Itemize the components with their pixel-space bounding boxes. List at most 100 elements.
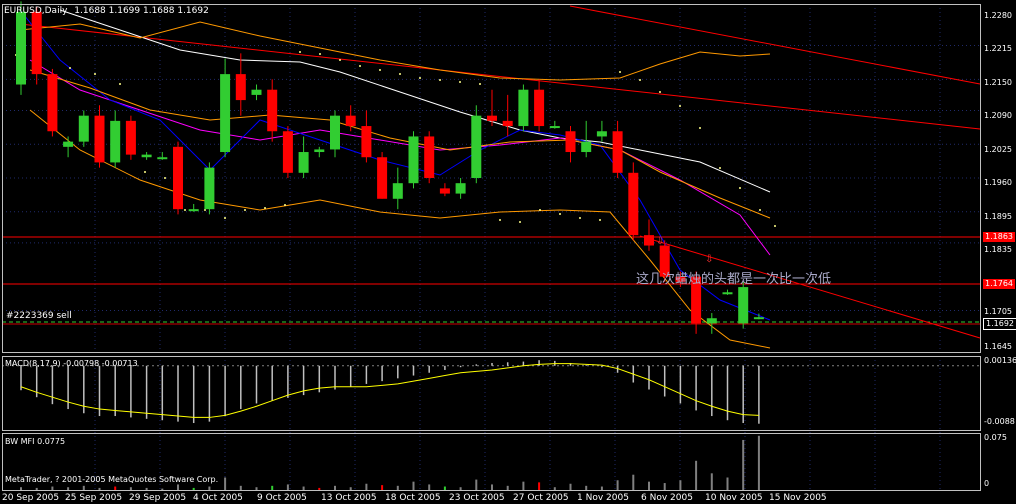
sar-dot [499,219,501,221]
date-tick: 27 Oct 2005 [513,493,569,503]
bull-candle [392,183,403,199]
sar-dot [339,59,341,61]
bear-candle [235,74,246,101]
sar-dot [299,51,301,53]
macd-label: MACD(8,17,9) -0.00798 -0.00713 [5,359,138,368]
date-tick: 15 Nov 2005 [769,493,827,503]
trend-line [569,5,981,85]
mfi-tick: 0.075 [984,433,1007,442]
sar-dot [264,207,266,209]
bull-candle [251,89,262,95]
price-tick: 1.1960 [984,178,1012,187]
date-tick: 10 Nov 2005 [705,493,763,503]
bear-candle [267,89,278,132]
bull-candle [408,136,419,184]
ma-mid-line [29,59,771,256]
sar-dot [319,53,321,55]
bear-candle [173,146,183,210]
bear-candle [424,136,435,178]
price-tick: 1.1705 [984,307,1012,316]
bull-candle [518,89,529,127]
price-tick: 1.1645 [984,342,1012,351]
sar-dot [479,83,481,85]
bear-candle [675,276,686,282]
chart-annotation: 这几次蜡烛的头都是一次比一次低 [636,272,832,287]
date-tick: 18 Oct 2005 [385,493,441,503]
symbol-label: EURUSD,Daily [4,6,68,16]
date-tick: 6 Nov 2005 [641,493,693,503]
sar-dot [739,187,741,189]
price-tick: 1.1895 [984,212,1012,221]
price-tick: 1.2150 [984,78,1012,87]
bull-candle [471,115,482,178]
sar-dot [559,213,561,215]
chart-header: EURUSD,Daily 1.1688 1.1699 1.1688 1.1692 [4,6,209,17]
sar-dot [774,225,776,227]
sar-dot [459,81,461,83]
sar-dot [519,221,521,223]
bear-candle [659,245,670,277]
ma-slow-line [59,9,771,193]
price-tick: 1.1835 [984,245,1012,254]
price-tick: 1.2280 [984,11,1012,20]
sar-dot [69,67,71,69]
fractal-arrow-icon: ⇩ [656,236,664,247]
sar-dot [759,209,761,211]
bear-candle [47,74,58,132]
sar-dot [359,65,361,67]
date-tick: 23 Oct 2005 [449,493,505,503]
bull-candle [330,115,340,150]
bear-candle [534,89,545,127]
bear-candle [487,115,497,121]
bull-candle [455,183,466,194]
date-tick: 20 Sep 2005 [2,493,60,503]
bull-candle [753,317,764,320]
date-tick: 4 Oct 2005 [193,493,243,503]
sar-dot [539,209,541,211]
bear-candle [502,120,513,127]
band-lower-line [29,109,771,349]
sar-dot [399,73,401,75]
bear-candle [612,131,623,173]
price-line-tag: 1.1764 [983,279,1015,289]
trend-line [639,235,981,339]
sar-dot [419,77,421,79]
bull-candle [110,120,121,163]
ma-fast-line [19,9,771,321]
ohlc-values: 1.1688 1.1699 1.1688 1.1692 [74,6,209,16]
price-tick: 1.2025 [984,145,1012,154]
bear-candle [565,131,576,153]
sar-dot [244,209,246,211]
sar-dot [679,105,681,107]
bull-candle [78,115,89,142]
price-tick: 1.2215 [984,44,1012,53]
band-middle-line [29,69,771,219]
band-upper-line [19,21,771,81]
bull-candle [581,141,592,153]
bull-candle [63,141,74,147]
bull-candle [204,167,215,210]
bear-candle [345,115,356,127]
order-label[interactable]: #2223369 sell [6,311,72,321]
copyright-text: MetaTrader, ? 2001-2005 MetaQuotes Softw… [5,475,219,484]
sar-dot [184,209,186,211]
bear-candle [94,115,105,163]
panel-frame [2,433,981,491]
macd-signal-line [20,363,759,418]
mfi-tick: 0 [984,479,990,488]
bull-candle [141,154,152,158]
bull-candle [314,149,325,153]
bear-candle [377,157,388,199]
bear-candle [691,276,702,324]
sar-dot [144,171,146,173]
macd-tick: -0.0088 [984,417,1015,426]
sar-dot [579,217,581,219]
sar-dot [719,167,721,169]
bear-candle [628,172,639,236]
bear-candle [439,188,450,194]
bear-candle [644,235,654,246]
bull-candle [188,209,199,212]
sar-dot [119,83,121,85]
